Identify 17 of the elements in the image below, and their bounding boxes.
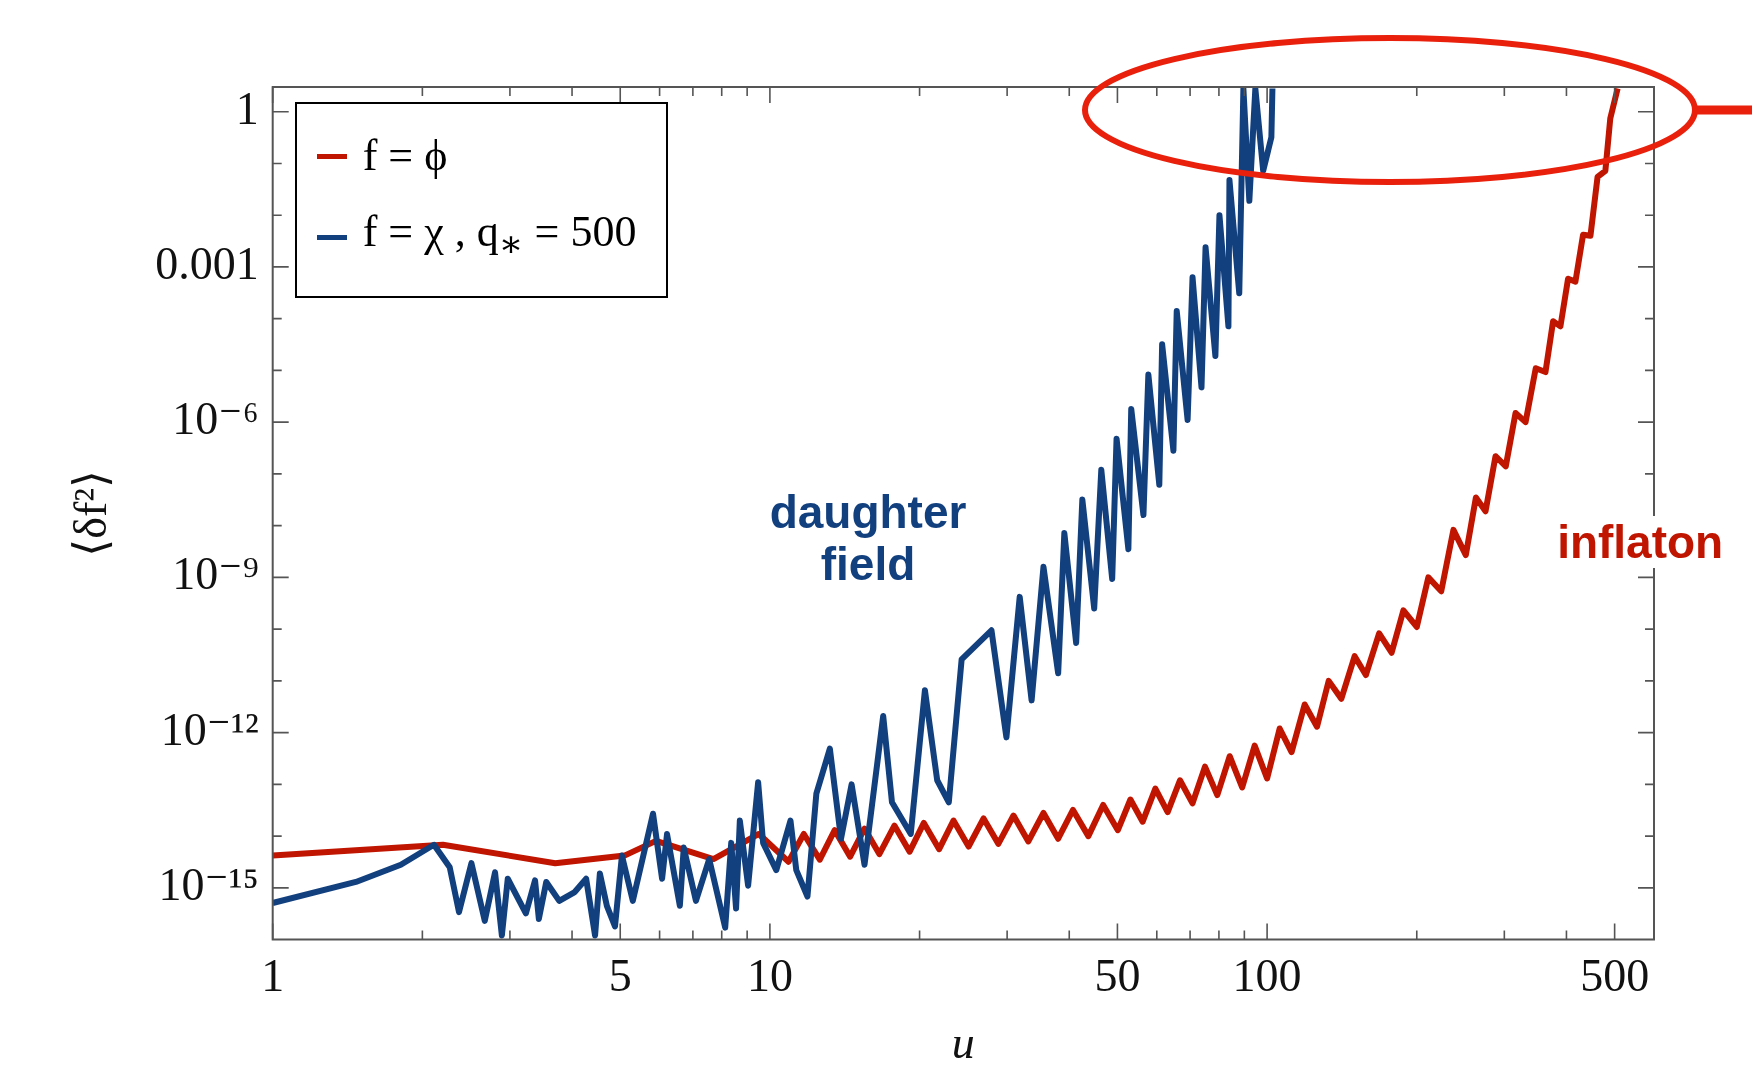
y-tick-label: 10⁻⁹ <box>172 548 259 600</box>
annotation: daughter field <box>765 486 971 591</box>
x-tick-label: 50 <box>1094 950 1141 1002</box>
x-tick-label: 500 <box>1580 950 1650 1002</box>
y-tick-label: 1 <box>235 82 259 134</box>
annotation: inflaton <box>1553 516 1728 569</box>
x-tick-label: 10 <box>746 950 793 1002</box>
y-tick-label: 10⁻¹² <box>160 703 259 755</box>
legend-label: f = χ , q$_{∗}$ = 500 <box>362 206 637 266</box>
y-tick-label: 10⁻⁶ <box>172 393 259 445</box>
y-tick-label: 10⁻¹⁵ <box>158 858 259 910</box>
y-tick-label: 0.001 <box>155 238 259 289</box>
x-tick-label: 5 <box>608 950 632 1002</box>
x-axis-title: u <box>951 1017 975 1069</box>
legend-label: f = ϕ <box>362 130 448 182</box>
y-axis-title: ⟨δf²⟩ <box>64 469 116 557</box>
x-tick-label: 100 <box>1232 950 1302 1002</box>
